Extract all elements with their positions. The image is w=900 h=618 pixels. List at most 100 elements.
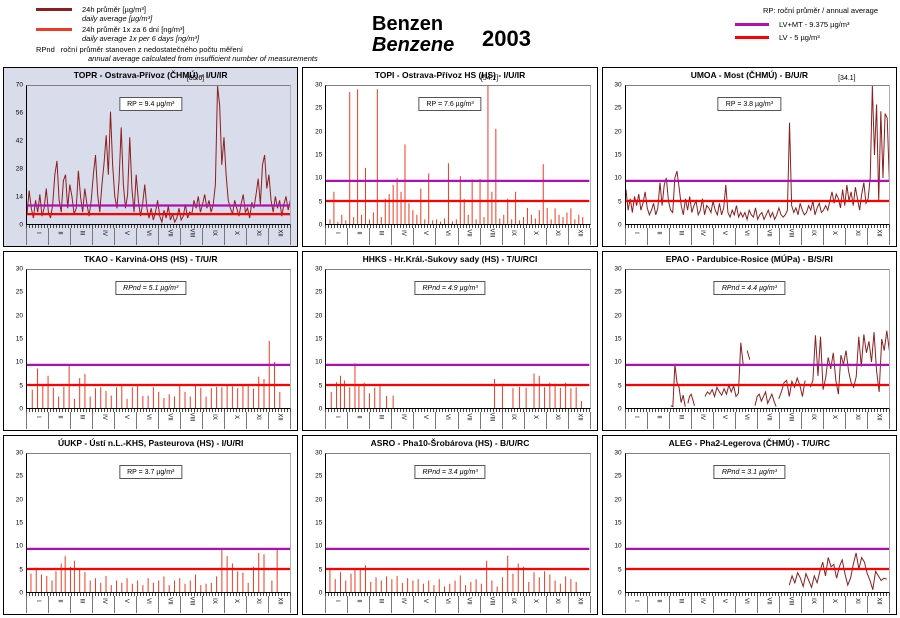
x-month-label: XI [254,230,261,236]
chart-panel-UUKP: ÚUKP - Ústí n.L.-KHS, Pasteurova (HS) - … [3,435,299,615]
x-month-label: XII [875,413,882,421]
month-cell: V [114,228,136,245]
series-plot [626,270,889,408]
month-labels: I II III IV V VI VII VIII IX X XI XII [624,412,891,429]
x-month-label: III [677,230,684,236]
x-axis: I II III IV V VI VII VIII IX X XI XII [325,225,591,245]
x-month-label: II [56,599,63,603]
y-tick-label: 10 [315,542,323,550]
y-axis: 0 5 10 15 20 25 30 [6,265,26,413]
y-tick-label: 15 [614,151,622,159]
x-month-label: XII [276,229,283,237]
x-month-label: VI [743,230,750,236]
plot-wrap: 0 5 10 15 20 25 30 RPnd = 3.4 µg/m³ [305,450,591,597]
month-cell: XI [844,596,867,613]
month-cell: III [369,596,391,613]
x-month-label: V [421,414,428,420]
x-month-label: IX [210,230,217,236]
series-plot [326,454,589,592]
month-cell: VIII [778,412,801,429]
annual-average-box: RPnd = 4.9 µg/m³ [414,281,486,295]
month-cell: I [325,412,347,429]
x-month-label: I [633,416,640,418]
y-tick-label: 0 [318,589,323,597]
x-axis: I II III IV V VI VII VIII IX X XI XII [624,225,891,245]
month-cell: IV [92,412,114,429]
x-month-label: I [333,416,340,418]
annual-average-box: RPnd = 3.4 µg/m³ [414,465,486,479]
daily-tick-band [26,225,292,228]
x-axis: I II III IV V VI VII VIII IX X XI XII [26,225,292,245]
month-cell: IX [800,596,823,613]
x-month-label: VI [443,598,450,604]
x-axis: I II III IV V VI VII VIII IX X XI XII [325,593,591,613]
x-month-label: III [78,230,85,236]
month-cell: II [48,228,70,245]
month-cell: VII [158,228,180,245]
month-cell: VII [457,228,480,245]
annual-average-box: RP = 7.6 µg/m³ [418,97,482,111]
month-cell: X [822,412,845,429]
month-cell: XI [844,412,867,429]
y-tick-label: 25 [315,288,323,296]
x-month-label: X [532,230,539,236]
x-month-label: V [122,414,129,420]
x-axis: I II III IV V VI VII VIII IX X XI XII [624,593,891,613]
x-month-label: V [421,598,428,604]
x-month-label: VIII [188,412,195,422]
peak-value-label: [54.1] [480,75,499,82]
legend-limit-values: RP: roční průměr / annual average LV+MT … [734,4,878,44]
y-axis: 0 5 10 15 20 25 30 [305,81,325,229]
y-tick-label: 0 [19,221,23,229]
legend-6day-cz: 24h průměr 1x za 6 dní [ng/m³] [82,25,185,34]
x-month-label: VI [144,414,151,420]
x-month-label: VIII [787,596,794,606]
y-tick-label: 30 [614,449,622,457]
month-cell: VIII [778,228,801,245]
plot-area: RPnd = 3.1 µg/m³ [624,453,890,593]
legend-daily-averages: 24h průměr [µg/m³] daily average [µg/m³]… [36,5,318,63]
x-month-label: VI [743,414,750,420]
month-cell: XII [567,228,591,245]
y-tick-label: 10 [315,358,323,366]
y-axis: 0 5 10 15 20 25 30 [605,82,625,229]
chart-panel-ASRO: ASRO - Pha10-Šrobárova (HS) - B/U/RC 0 5 10… [302,435,598,615]
month-cell: VI [734,596,757,613]
x-month-label: III [78,414,85,420]
chart-title: TOPI - Ostrava-Přívoz HS (HS) - I/U/IR [374,70,526,80]
month-cell: IX [800,228,823,245]
month-cell: II [646,228,669,245]
y-tick-label: 0 [318,221,323,229]
x-month-label: X [532,414,539,420]
y-tick-label: 15 [315,519,323,527]
y-tick-label: 30 [15,265,23,273]
x-month-label: VI [443,414,450,420]
y-tick-label: 20 [315,496,323,504]
x-month-label: VII [466,413,473,421]
x-axis: I II III IV V VI VII VIII IX X XI XII [624,409,891,429]
annual-average-box: RPnd = 5.1 µg/m³ [115,281,187,295]
figure-header: 24h průměr [µg/m³] daily average [µg/m³]… [0,0,900,64]
y-tick-label: 20 [15,496,23,504]
daily-tick-band [624,409,890,412]
rpnd-note-cz: roční průměr stanoven z nedostatečného p… [60,45,243,54]
x-month-label: II [355,231,362,235]
year-label: 2003 [482,26,531,51]
month-cell: X [224,596,246,613]
y-tick-label: 30 [315,81,323,89]
month-cell: VI [435,228,457,245]
y-tick-label: 25 [614,104,622,112]
month-cell: XI [545,228,568,245]
y-tick-label: 70 [15,81,23,89]
x-month-label: III [78,598,85,604]
y-tick-label: 0 [19,589,23,597]
x-month-label: XII [576,597,583,605]
y-tick-label: 5 [19,382,23,390]
x-month-label: X [232,598,239,604]
month-cell: VII [756,412,779,429]
month-cell: V [114,412,136,429]
x-month-label: V [122,598,129,604]
x-month-label: III [677,414,684,420]
y-tick-label: 42 [15,137,23,145]
annual-average-box: RP = 9.4 µg/m³ [119,97,183,111]
